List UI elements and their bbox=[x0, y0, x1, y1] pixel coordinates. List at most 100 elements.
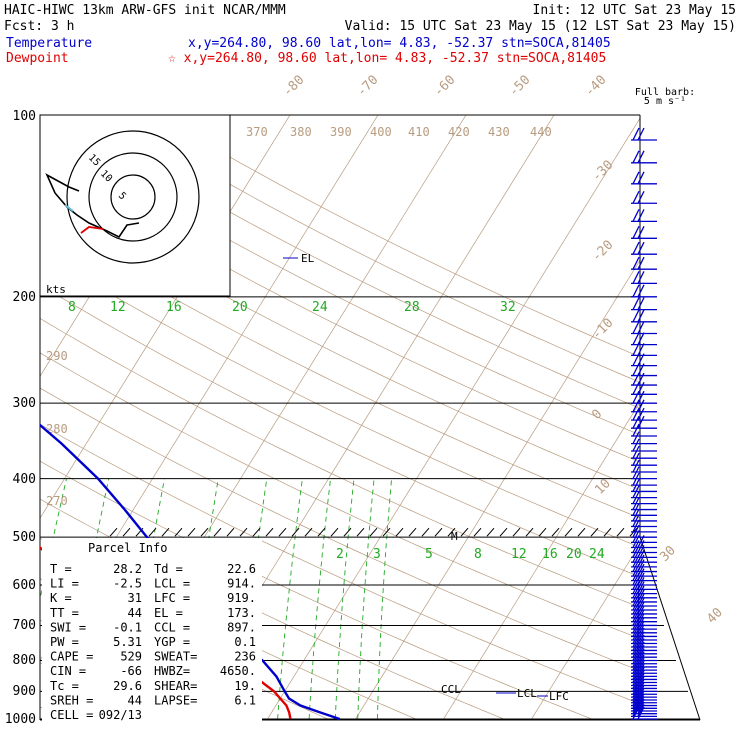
header-init: Init: 12 UTC Sat 23 May 15 bbox=[533, 3, 737, 18]
theta-label: 290 bbox=[46, 349, 68, 363]
wind-barb-flag bbox=[637, 585, 645, 599]
parcel-row-label: CELL = bbox=[50, 708, 93, 722]
freezing-hatch bbox=[278, 527, 287, 537]
freezing-hatch bbox=[408, 527, 417, 537]
parcel-row-value: -2.5 bbox=[113, 577, 142, 591]
wind-barb-flag bbox=[632, 297, 640, 310]
freezing-hatch bbox=[525, 527, 534, 537]
isotherm-label: -50 bbox=[506, 73, 533, 100]
pressure-tick: 1000 bbox=[5, 712, 36, 727]
wind-barb-flag bbox=[632, 497, 640, 510]
pressure-tick: 900 bbox=[13, 684, 36, 699]
wind-barb-flag bbox=[632, 363, 640, 376]
wind-barb-flag bbox=[637, 256, 645, 270]
freezing-hatch bbox=[486, 527, 495, 537]
wind-barb-flag bbox=[637, 681, 645, 695]
hodograph-units: kts bbox=[46, 283, 66, 296]
isotherm bbox=[266, 117, 640, 720]
theta-label: 390 bbox=[330, 125, 352, 139]
isotherm-label: 40 bbox=[704, 605, 726, 627]
wind-barb-flag bbox=[637, 696, 645, 709]
wind-barb-flag bbox=[637, 634, 645, 648]
parcel-row-label: HWBZ= bbox=[154, 664, 190, 678]
legend-temperature-info: x,y=264.80, 98.60 lat,lon= 4.83, -52.37 … bbox=[188, 36, 611, 51]
freezing-hatch bbox=[603, 527, 612, 537]
parcel-row-label: CCL = bbox=[154, 620, 190, 634]
wind-barb-flag bbox=[632, 508, 640, 522]
parcel-row-label: T = bbox=[50, 562, 72, 576]
parcel-row-value: -66 bbox=[120, 664, 142, 678]
wind-barb-flag bbox=[632, 698, 640, 712]
wind-barb-flag bbox=[632, 479, 640, 492]
wind-barb-flag bbox=[632, 514, 640, 527]
theta-label: 440 bbox=[530, 125, 552, 139]
theta-label: 370 bbox=[246, 125, 268, 139]
wind-barb-flag bbox=[632, 634, 640, 648]
wind-barb-flag bbox=[632, 690, 640, 704]
wind-barb-flag bbox=[632, 445, 640, 459]
hodograph-ring bbox=[66, 130, 200, 264]
hodograph-ring bbox=[110, 174, 156, 220]
wind-barb-flag bbox=[632, 353, 640, 366]
wind-barb-flag bbox=[632, 271, 640, 284]
pressure-tick: 400 bbox=[13, 472, 36, 487]
wind-barb-flag bbox=[637, 706, 645, 720]
wind-barb-flag bbox=[632, 651, 640, 665]
wind-barb-flag bbox=[637, 597, 645, 611]
wind-barb-flag bbox=[637, 690, 645, 704]
isotherm bbox=[0, 115, 26, 732]
wind-barb-flag bbox=[637, 309, 645, 323]
parcel-row-label: K = bbox=[50, 591, 72, 605]
freezing-hatch bbox=[174, 527, 183, 537]
wind-barb-flag bbox=[637, 297, 645, 310]
wind-barb-flag bbox=[632, 568, 640, 581]
isotherm-label: -60 bbox=[431, 73, 458, 100]
mixing-ratio-line bbox=[308, 478, 332, 720]
wind-barb-flag bbox=[637, 407, 645, 421]
wind-barb-flag bbox=[632, 503, 640, 516]
ccl-marker: CCL bbox=[441, 683, 461, 696]
wind-barb-flag bbox=[632, 670, 640, 683]
freezing-hatch bbox=[109, 527, 118, 537]
wind-barb-flag bbox=[632, 225, 640, 239]
isotherm-label: -10 bbox=[589, 316, 616, 343]
mixing-label: 16 bbox=[166, 300, 182, 315]
wind-barb-flag bbox=[632, 624, 640, 637]
wind-barb-flag bbox=[637, 241, 645, 255]
mixing-label: 32 bbox=[500, 300, 516, 315]
wind-barb-flag bbox=[632, 423, 640, 437]
wind-barb-flag bbox=[632, 577, 640, 590]
parcel-row-label: Td = bbox=[154, 562, 183, 576]
barb-title: Full barb: bbox=[635, 87, 695, 98]
wind-barb-flag bbox=[632, 209, 640, 222]
freezing-hatch bbox=[239, 527, 248, 537]
wind-barb-flag bbox=[632, 256, 640, 270]
parcel-row-label: SHEAR= bbox=[154, 679, 197, 693]
wind-barb-flag bbox=[632, 241, 640, 255]
isotherm-label: 10 bbox=[592, 476, 614, 498]
mixing-label: 3 bbox=[373, 547, 381, 562]
wind-barb-flag bbox=[632, 438, 640, 452]
theta-label: 420 bbox=[448, 125, 470, 139]
isotherm bbox=[442, 401, 640, 720]
wind-barb-flag bbox=[632, 524, 640, 538]
wind-barb-flag bbox=[632, 284, 640, 298]
parcel-row-value: 0.1 bbox=[234, 635, 256, 649]
dry-adiabat bbox=[40, 387, 640, 672]
freezing-hatch bbox=[538, 527, 547, 537]
wind-barb-flag bbox=[632, 127, 640, 141]
parcel-row-value: 914. bbox=[227, 577, 256, 591]
dewpoint-line bbox=[40, 545, 292, 720]
wind-barb-flag bbox=[632, 681, 640, 695]
wind-barb-flag bbox=[632, 696, 640, 709]
wind-barb-flag bbox=[637, 704, 645, 717]
freezing-hatch bbox=[512, 527, 521, 537]
parcel-info-title: Parcel Info bbox=[88, 541, 167, 555]
freezing-hatch bbox=[343, 527, 352, 537]
wind-barb-flag bbox=[637, 638, 645, 651]
dry-adiabat bbox=[40, 317, 640, 608]
mixing-label: 16 bbox=[542, 547, 558, 562]
wind-barb-flag bbox=[632, 554, 640, 568]
wind-barb-flag bbox=[632, 549, 640, 563]
wind-barb-flag bbox=[632, 431, 640, 444]
